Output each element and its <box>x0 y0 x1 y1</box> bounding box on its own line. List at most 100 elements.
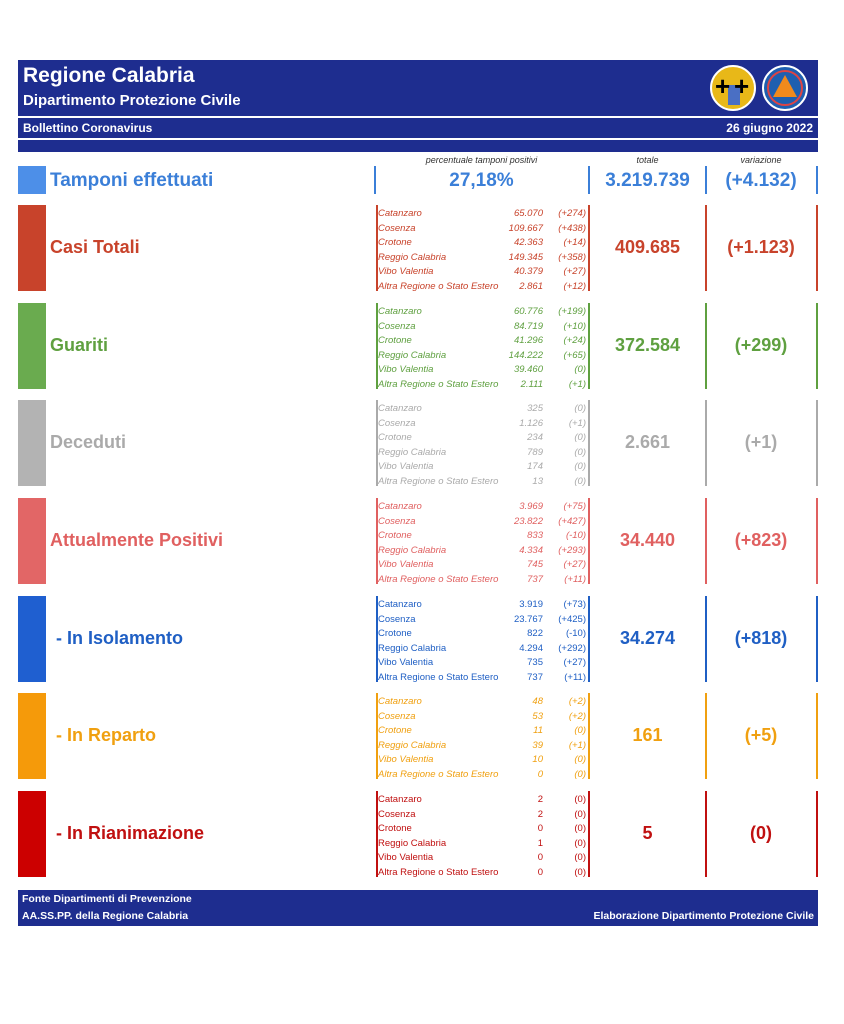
region-title: Regione Calabria <box>23 64 195 87</box>
divider <box>376 303 378 389</box>
province-change: (+438) <box>558 222 586 234</box>
section-change: (+1) <box>744 432 778 452</box>
province-change: (+11) <box>564 573 586 585</box>
list-item: Reggio Calabria 789 (0) <box>378 446 588 461</box>
province-change: (+199) <box>558 306 586 317</box>
province-name: Vibo Valentia <box>378 461 434 473</box>
list-item: Cosenza 109.667 (+438) <box>378 222 588 237</box>
list-item: Reggio Calabria 1 (0) <box>378 837 588 852</box>
province-value: 39.460 <box>513 364 543 376</box>
province-name: Catanzaro <box>378 794 422 805</box>
province-name: Altra Regione o Stato Estero <box>378 475 499 487</box>
divider <box>588 166 590 194</box>
province-name: Vibo Valentia <box>378 266 434 278</box>
province-change: (0) <box>574 725 586 737</box>
tamponi-pct: 27,18% <box>449 170 514 191</box>
list-item: Vibo Valentia 174 (0) <box>378 460 588 475</box>
province-value: 11 <box>533 725 543 737</box>
list-item: Cosenza 23.822 (+427) <box>378 515 588 530</box>
province-name: Crotone <box>378 237 412 249</box>
divider <box>816 791 818 877</box>
province-change: (0) <box>574 475 586 487</box>
province-value: 39 <box>532 739 543 751</box>
province-name: Crotone <box>378 628 412 640</box>
section-total: 409.685 <box>614 237 681 257</box>
divider <box>705 498 707 584</box>
province-value: 84.719 <box>513 320 543 332</box>
section-5: - In Reparto Catanzaro 48 (+2) Cosenza 53 (+2)… <box>18 693 818 781</box>
list-item: Altra Regione o Stato Estero 737 (+11) <box>378 573 588 588</box>
province-change: (-10) <box>565 530 586 542</box>
divider <box>705 166 707 194</box>
list-item: Altra Regione o Stato Estero 0 (0) <box>378 768 588 783</box>
province-name: Crotone <box>378 335 412 347</box>
province-name: Reggio Calabria <box>378 739 447 751</box>
province-value: 1 <box>537 837 543 849</box>
list-item: Crotone 41.296 (+24) <box>378 334 588 349</box>
divider <box>705 791 707 877</box>
province-name: Crotone <box>378 725 412 737</box>
section-2: Deceduti Catanzaro 325 (0) Cosenza 1.126 (+1) C… <box>18 400 818 488</box>
province-change: (+2) <box>568 696 586 707</box>
section-change: (+299) <box>734 335 788 355</box>
section-4: - In Isolamento Catanzaro 3.919 (+73) Cosenz… <box>18 596 818 684</box>
list-item: Reggio Calabria 149.345 (+358) <box>378 251 588 266</box>
divider <box>588 693 590 779</box>
section-change: (+5) <box>744 725 778 745</box>
section-total: 161 <box>632 725 663 745</box>
list-item: Cosenza 2 (0) <box>378 808 588 823</box>
bulletin-date: 26 giugno 2022 <box>726 121 813 135</box>
province-change: (0) <box>574 403 586 414</box>
divider <box>705 596 707 682</box>
section-label: Guariti <box>50 335 109 355</box>
province-name: Cosenza <box>378 222 416 234</box>
province-change: (0) <box>574 866 586 878</box>
divider <box>705 400 707 486</box>
province-value: 737 <box>527 671 543 683</box>
list-item: Cosenza 53 (+2) <box>378 710 588 725</box>
divider <box>376 498 378 584</box>
province-value: 42.363 <box>513 237 543 249</box>
divider <box>588 400 590 486</box>
province-value: 0 <box>537 852 543 864</box>
section-color-square <box>18 596 46 682</box>
province-name: Altra Regione o Stato Estero <box>378 280 499 292</box>
province-value: 234 <box>527 432 543 444</box>
section-color-square <box>18 303 46 389</box>
section-1: Guariti Catanzaro 60.776 (+199) Cosenza 84.71… <box>18 303 818 391</box>
section-total: 5 <box>642 823 653 843</box>
province-name: Catanzaro <box>378 403 422 414</box>
province-change: (+12) <box>563 280 586 292</box>
province-breakdown: Catanzaro 3.919 (+73) Cosenza 23.767 (+425) Cr… <box>378 598 588 686</box>
divider <box>376 596 378 682</box>
province-change: (0) <box>574 794 586 805</box>
list-item: Altra Regione o Stato Estero 2.861 (+12) <box>378 280 588 295</box>
divider <box>705 303 707 389</box>
tamponi-square <box>18 166 46 194</box>
section-total: 2.661 <box>624 432 671 452</box>
divider <box>705 205 707 291</box>
province-change: (0) <box>574 768 586 780</box>
list-item: Vibo Valentia 745 (+27) <box>378 558 588 573</box>
section-label: Attualmente Positivi <box>50 530 224 550</box>
province-value: 109.667 <box>508 222 543 234</box>
province-name: Reggio Calabria <box>378 446 447 458</box>
province-name: Catanzaro <box>378 696 422 707</box>
list-item: Catanzaro 3.919 (+73) <box>378 598 588 613</box>
divider <box>588 205 590 291</box>
column-header-change: variazione <box>740 155 782 165</box>
list-item: Vibo Valentia 0 (0) <box>378 851 588 866</box>
province-value: 325 <box>527 403 543 414</box>
section-label: - In Isolamento <box>56 628 184 648</box>
divider <box>816 596 818 682</box>
tamponi-total: 3.219.739 <box>605 170 690 191</box>
province-name: Cosenza <box>378 320 416 332</box>
column-header-total: totale <box>636 155 659 165</box>
section-change: (+1.123) <box>727 237 795 257</box>
province-change: (+24) <box>563 335 586 347</box>
province-name: Crotone <box>378 530 412 542</box>
list-item: Crotone 0 (0) <box>378 822 588 837</box>
divider <box>376 400 378 486</box>
province-value: 144.222 <box>508 349 543 361</box>
province-value: 60.776 <box>513 306 543 317</box>
